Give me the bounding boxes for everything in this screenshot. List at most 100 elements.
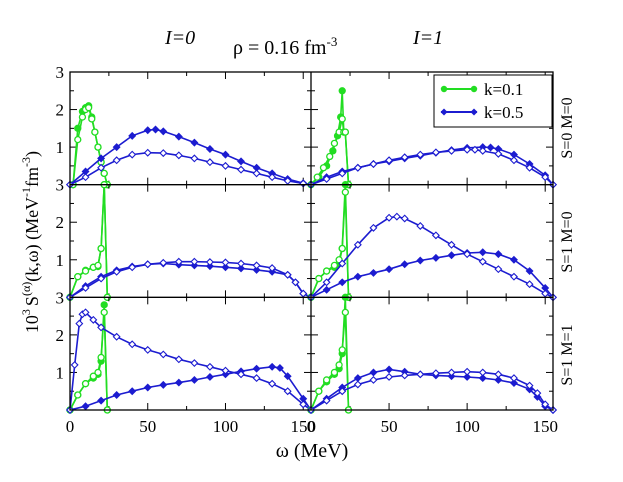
data-point-k05: [509, 255, 518, 264]
data-point-k05: [159, 380, 168, 389]
data-point-k01: [97, 353, 105, 362]
data-point-k05: [322, 285, 331, 294]
ylab-s: S: [22, 296, 42, 306]
data-point-k01: [89, 372, 97, 380]
data-point-k01: [94, 261, 102, 270]
data-point-k05: [322, 396, 331, 405]
data-point-k05: [97, 396, 106, 405]
legend-marker-k01-b: [470, 85, 478, 93]
data-point-k01: [322, 267, 331, 275]
data-point-k05: [431, 253, 440, 262]
data-point-k05: [353, 380, 362, 389]
data-point-k01: [74, 391, 82, 399]
data-point-k05: [190, 257, 199, 266]
data-point-k01: [315, 274, 323, 283]
data-point-k05: [478, 248, 487, 257]
row-label-1: S=1 M=0: [559, 211, 576, 272]
data-point-k05: [268, 173, 277, 182]
data-point-k05: [252, 265, 261, 274]
data-point-k05: [470, 145, 479, 154]
data-point-k05: [268, 362, 277, 371]
y-tick-label: 3: [56, 288, 65, 307]
ylab-exp-m1: -1: [19, 187, 33, 197]
data-point-k05: [385, 156, 394, 165]
x-tick-label: 150: [290, 417, 316, 436]
data-point-k05: [143, 260, 152, 269]
x-tick-label: 50: [139, 417, 156, 436]
x-tick-label: 150: [532, 417, 558, 436]
data-point-k05: [431, 231, 440, 240]
data-point-k01: [81, 267, 90, 275]
data-point-k05: [190, 359, 199, 368]
data-point-k05: [385, 265, 394, 274]
data-point-k05: [431, 148, 440, 157]
data-point-k01: [100, 169, 108, 178]
data-point-k05: [416, 256, 425, 265]
data-point-k05: [494, 149, 503, 158]
data-point-k01: [97, 244, 105, 253]
data-point-k05: [447, 368, 456, 377]
data-point-k05: [478, 374, 487, 383]
data-point-k05: [190, 154, 199, 163]
y-tick-label: 3: [56, 176, 65, 195]
legend-box: [433, 74, 553, 128]
data-point-k05: [486, 143, 495, 152]
data-point-k05: [494, 265, 503, 274]
data-point-k05: [97, 154, 106, 163]
data-point-k05: [369, 160, 378, 168]
data-point-k05: [322, 278, 331, 287]
row-label-0: S=0 M=0: [559, 97, 576, 158]
data-point-k05: [112, 391, 121, 399]
density-exponent: -3: [326, 34, 337, 49]
data-point-k05: [174, 355, 183, 364]
data-point-k05: [400, 260, 409, 269]
ylab-exp-m3: -3: [19, 157, 33, 167]
data-point-k01: [94, 368, 102, 377]
data-point-k05: [369, 368, 378, 377]
data-point-k05: [416, 222, 425, 230]
data-point-k05: [159, 149, 168, 158]
data-point-k05: [128, 131, 137, 140]
data-point-k05: [97, 323, 106, 332]
data-point-k05: [143, 383, 152, 392]
data-point-k05: [400, 214, 409, 223]
data-point-k05: [81, 173, 90, 182]
data-point-k05: [447, 240, 456, 249]
data-point-k05: [112, 156, 121, 165]
data-point-k05: [252, 169, 261, 178]
data-point-k05: [174, 151, 183, 160]
data-point-k05: [478, 146, 487, 155]
data-point-k05: [431, 369, 440, 378]
data-point-k05: [369, 223, 378, 232]
data-point-k05: [128, 340, 137, 349]
y-tick-label: 3: [56, 63, 65, 82]
data-point-k01: [338, 87, 346, 95]
data-point-k05: [385, 372, 394, 381]
data-point-k05: [494, 250, 503, 259]
data-point-k05: [509, 378, 518, 387]
data-point-k05: [159, 258, 168, 267]
data-point-k05: [541, 400, 550, 409]
data-point-k05: [205, 158, 214, 167]
data-point-k05: [338, 169, 347, 178]
data-point-k05: [81, 308, 90, 317]
data-point-k05: [385, 365, 394, 374]
data-point-k05: [283, 372, 292, 381]
data-point-k05: [190, 375, 199, 384]
data-point-k05: [463, 372, 472, 381]
data-point-k05: [221, 150, 230, 159]
data-point-k01: [100, 301, 108, 309]
data-point-k05: [525, 163, 534, 172]
legend-label-k01: k=0.1: [484, 80, 523, 99]
data-point-k05: [143, 345, 152, 354]
data-point-k05: [447, 146, 456, 155]
data-point-k05: [463, 145, 472, 154]
data-point-k05: [128, 150, 137, 159]
data-point-k05: [268, 379, 277, 388]
data-point-k01: [91, 128, 99, 136]
ylab-close: ): [22, 151, 43, 157]
data-point-k05: [369, 375, 378, 384]
legend-label-k05: k=0.5: [484, 103, 523, 122]
data-point-k05: [205, 262, 214, 271]
